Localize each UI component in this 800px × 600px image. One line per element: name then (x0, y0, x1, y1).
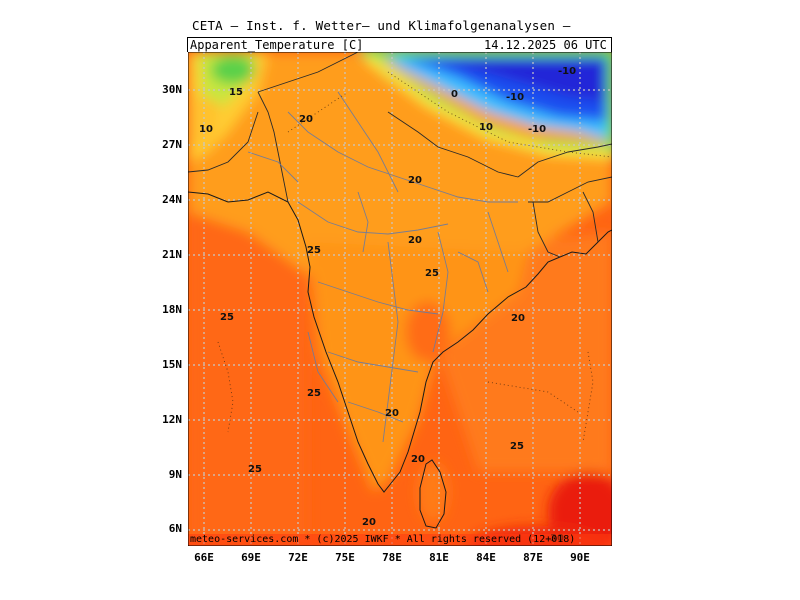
credit-text: meteo-services.com * (c)2025 IWKF * All … (190, 534, 576, 545)
contour-label: 25 (248, 464, 262, 475)
header-frame (187, 37, 612, 52)
contour-label: 25 (425, 268, 439, 279)
valid-time-label: 14.12.2025 06 UTC (484, 38, 607, 52)
lat-label: 30N (162, 83, 182, 96)
contour-label: 10 (479, 122, 493, 133)
contour-label: 15 (229, 87, 243, 98)
contour-label: 20 (408, 175, 422, 186)
lat-label: 27N (162, 138, 182, 151)
contour-label: -10 (506, 92, 524, 103)
contour-label: 20 (362, 517, 376, 528)
lat-label: 18N (162, 303, 182, 316)
lon-label: 75E (335, 551, 355, 564)
contour-label: 20 (299, 114, 313, 125)
borders (188, 52, 612, 258)
graticule (188, 52, 612, 546)
contour-label: -10 (528, 124, 546, 135)
variable-label: Apparent_Temperature [C] (190, 38, 364, 52)
lat-label: 9N (168, 468, 182, 481)
contour-lines (217, 71, 612, 443)
contour-label: 20 (511, 313, 525, 324)
lat-label: 21N (162, 248, 182, 261)
lon-label: 81E (429, 551, 449, 564)
contour-label: 0 (451, 89, 458, 100)
lon-label: 66E (194, 551, 214, 564)
lon-label: 87E (523, 551, 543, 564)
lon-label: 78E (382, 551, 402, 564)
lat-label: 12N (162, 413, 182, 426)
rivers-and-states (247, 91, 518, 443)
contour-label: 25 (307, 245, 321, 256)
contour-label: 25 (510, 441, 524, 452)
coastline (188, 191, 612, 529)
chart-title: CETA — Inst. f. Wetter— und Klimafolgena… (192, 18, 571, 33)
lat-label: 24N (162, 193, 182, 206)
contour-label: 20 (385, 408, 399, 419)
lon-label: 84E (476, 551, 496, 564)
lon-label: 69E (241, 551, 261, 564)
lon-label: 90E (570, 551, 590, 564)
contour-label: 25 (220, 312, 234, 323)
contour-label: 10 (199, 124, 213, 135)
lat-label: 6N (168, 522, 182, 535)
contour-label: 25 (307, 388, 321, 399)
temperature-map: 15 10 20 0 -10 -10 -10 10 20 20 20 25 25… (188, 52, 612, 546)
contour-label: -10 (558, 66, 576, 77)
lon-label: 72E (288, 551, 308, 564)
contour-label: 20 (411, 454, 425, 465)
lat-label: 15N (162, 358, 182, 371)
contour-label: 20 (408, 235, 422, 246)
footer-strip (188, 534, 612, 546)
